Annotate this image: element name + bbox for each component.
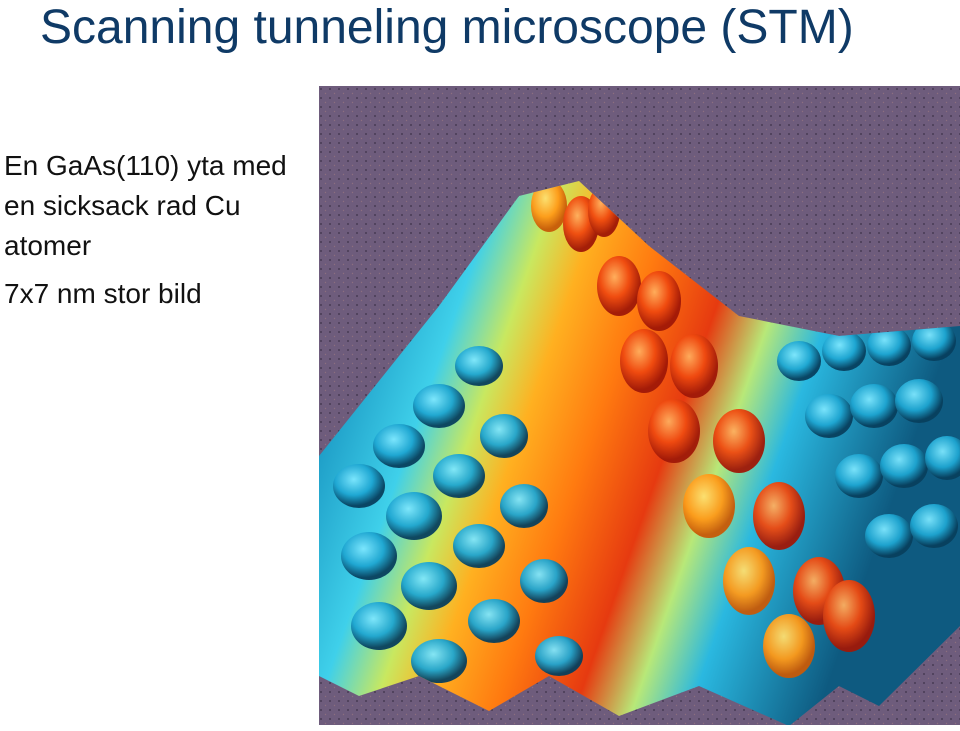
stm-surface-render <box>319 86 960 725</box>
caption-line-3: atomer <box>4 230 92 261</box>
caption-line-1: En GaAs(110) yta med <box>4 150 287 181</box>
slide-title: Scanning tunneling microscope (STM) <box>40 1 854 54</box>
caption-line-2: en sicksack rad Cu <box>4 190 241 221</box>
image-size-note: 7x7 nm stor bild <box>4 278 202 309</box>
description-text: En GaAs(110) yta med en sicksack rad Cu … <box>4 146 314 314</box>
stm-image <box>319 86 960 725</box>
